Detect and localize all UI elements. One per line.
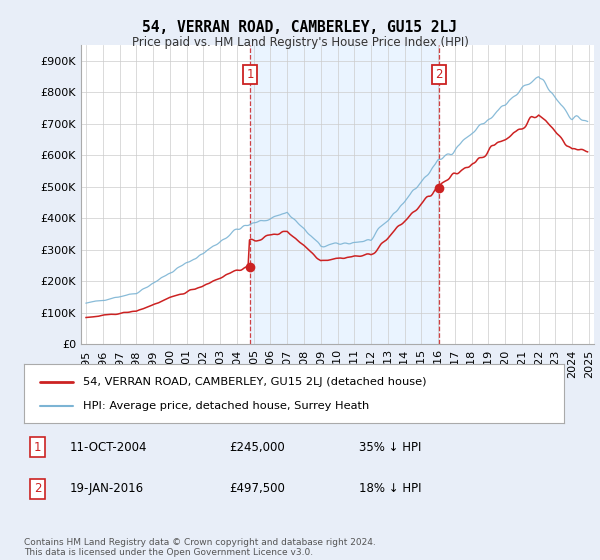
- Text: £497,500: £497,500: [229, 483, 285, 496]
- Text: 2: 2: [435, 68, 443, 81]
- Text: 18% ↓ HPI: 18% ↓ HPI: [359, 483, 421, 496]
- Text: £245,000: £245,000: [229, 441, 285, 454]
- Text: 2: 2: [34, 483, 41, 496]
- Text: 35% ↓ HPI: 35% ↓ HPI: [359, 441, 421, 454]
- Text: 54, VERRAN ROAD, CAMBERLEY, GU15 2LJ (detached house): 54, VERRAN ROAD, CAMBERLEY, GU15 2LJ (de…: [83, 377, 427, 386]
- Text: 1: 1: [246, 68, 254, 81]
- Text: HPI: Average price, detached house, Surrey Heath: HPI: Average price, detached house, Surr…: [83, 402, 370, 412]
- Text: Contains HM Land Registry data © Crown copyright and database right 2024.
This d: Contains HM Land Registry data © Crown c…: [24, 538, 376, 557]
- Text: 54, VERRAN ROAD, CAMBERLEY, GU15 2LJ: 54, VERRAN ROAD, CAMBERLEY, GU15 2LJ: [143, 20, 458, 35]
- Bar: [250, 45, 439, 344]
- Text: 19-JAN-2016: 19-JAN-2016: [70, 483, 144, 496]
- Text: 1: 1: [34, 441, 41, 454]
- Text: 11-OCT-2004: 11-OCT-2004: [70, 441, 148, 454]
- Text: Price paid vs. HM Land Registry's House Price Index (HPI): Price paid vs. HM Land Registry's House …: [131, 36, 469, 49]
